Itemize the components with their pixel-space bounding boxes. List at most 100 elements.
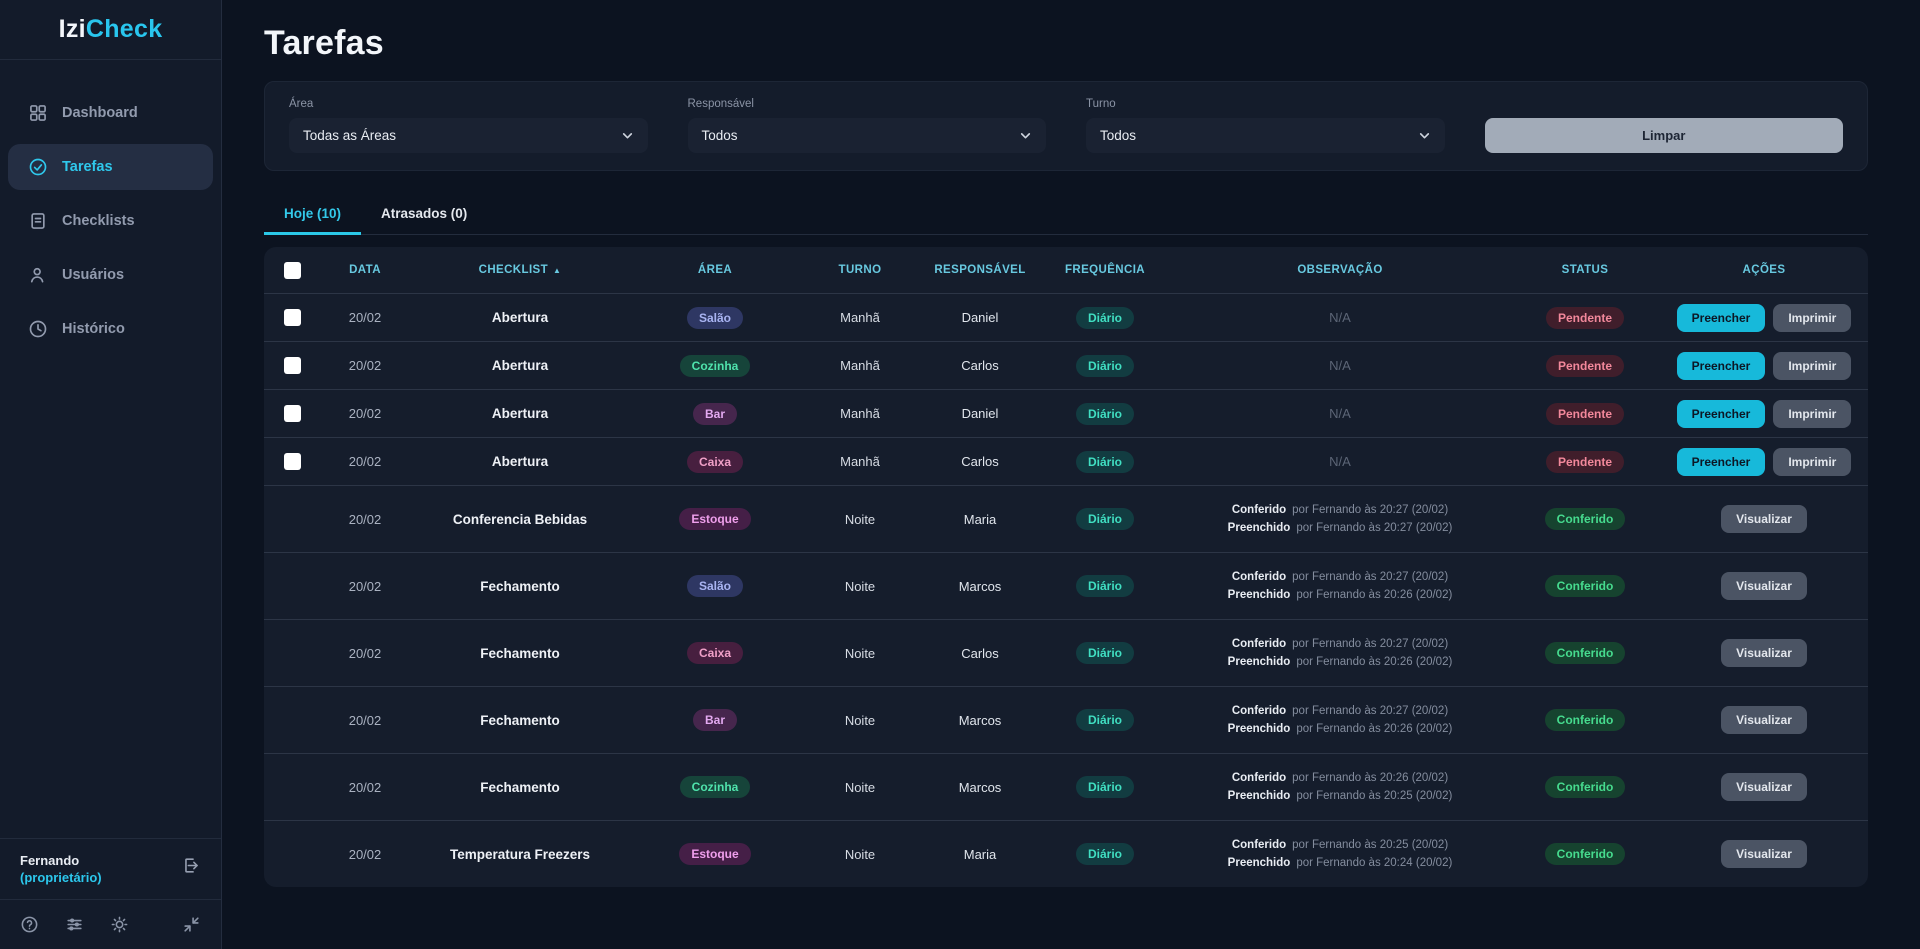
row-date: 20/02 xyxy=(348,511,382,527)
logout-icon[interactable] xyxy=(182,856,201,880)
theme-icon[interactable] xyxy=(110,915,129,934)
row-area-cell: Estoque xyxy=(630,508,800,530)
row-checkbox[interactable] xyxy=(283,405,301,422)
row-checklist-name: Fechamento xyxy=(480,779,560,795)
observation-label: Conferido xyxy=(1231,838,1287,851)
row-checkbox-cell xyxy=(264,357,320,374)
header-checkbox-cell xyxy=(264,261,320,279)
filters-panel: Área Todas as Áreas Responsável Todos Tu… xyxy=(264,81,1868,171)
row-responsible: Marcos xyxy=(958,578,1002,594)
row-actions: Preencher Imprimir xyxy=(1660,303,1868,332)
observation-label: Conferido xyxy=(1231,771,1287,784)
column-header-responsvel[interactable]: RESPONSÁVEL xyxy=(920,264,1040,276)
imprimir-button[interactable]: Imprimir xyxy=(1773,447,1852,476)
app-logo: Izi Check xyxy=(0,0,221,60)
collapse-icon[interactable] xyxy=(182,915,201,934)
row-frequency-cell: Diário xyxy=(1040,642,1170,664)
observation-label: Conferido xyxy=(1231,704,1287,717)
row-actions: Preencher Imprimir xyxy=(1660,351,1868,380)
status-badge: Conferido xyxy=(1544,843,1626,865)
observation-text: por Fernando às 20:27 (20/02) xyxy=(1292,704,1449,717)
row-checkbox-cell xyxy=(264,309,320,326)
sidebar-item-checklists[interactable]: Checklists xyxy=(8,198,213,244)
row-frequency-cell: Diário xyxy=(1040,450,1170,473)
observation-text: por Fernando às 20:25 (20/02) xyxy=(1296,790,1453,802)
tab-atrasados[interactable]: Atrasados (0) xyxy=(381,206,468,221)
frequency-badge: Diário xyxy=(1075,843,1134,865)
select-all-checkbox[interactable] xyxy=(283,261,301,279)
area-badge: Salão xyxy=(686,575,743,597)
row-shift: Manhã xyxy=(840,358,880,373)
row-checkbox[interactable] xyxy=(283,453,301,470)
frequency-badge: Diário xyxy=(1075,306,1134,329)
preencher-button[interactable]: Preencher xyxy=(1676,351,1766,380)
imprimir-button[interactable]: Imprimir xyxy=(1773,303,1852,332)
sidebar-item-tarefas[interactable]: Tarefas xyxy=(8,144,213,190)
row-checkbox[interactable] xyxy=(283,357,301,374)
row-date: 20/02 xyxy=(348,358,382,373)
area-badge: Estoque xyxy=(679,508,751,530)
sidebar-item-histrico[interactable]: Histórico xyxy=(8,306,213,352)
column-header-data[interactable]: DATA xyxy=(320,264,410,276)
area-select[interactable]: Todas as Áreas xyxy=(289,118,648,153)
row-shift: Noite xyxy=(844,779,876,795)
observation-label: Preenchido xyxy=(1227,522,1291,534)
row-responsible: Marcos xyxy=(958,779,1002,795)
column-header-aes[interactable]: AÇÕES xyxy=(1660,264,1868,276)
row-frequency-cell: Diário xyxy=(1040,508,1170,530)
preencher-button[interactable]: Preencher xyxy=(1676,303,1766,332)
row-checklist-name: Abertura xyxy=(491,454,549,469)
column-header-label: RESPONSÁVEL xyxy=(934,264,1026,276)
sidebar-item-label: Checklists xyxy=(62,213,135,229)
row-status-cell: Conferido xyxy=(1510,642,1660,664)
checklist-icon xyxy=(28,211,48,231)
visualizar-button[interactable]: Visualizar xyxy=(1721,706,1807,734)
column-header-checklist[interactable]: CHECKLIST ▲ xyxy=(410,264,630,276)
row-frequency-cell: Diário xyxy=(1040,402,1170,425)
filters-icon[interactable] xyxy=(65,915,84,934)
row-area-cell: Cozinha xyxy=(630,776,800,798)
preencher-button[interactable]: Preencher xyxy=(1676,447,1766,476)
sidebar-footer: Fernando (proprietário) xyxy=(0,837,221,949)
main-content: Tarefas Área Todas as Áreas Responsável … xyxy=(222,0,1920,887)
column-header-turno[interactable]: TURNO xyxy=(800,264,920,276)
row-shift: Manhã xyxy=(840,310,880,325)
status-badge: Conferido xyxy=(1544,776,1626,798)
sidebar-item-dashboard[interactable]: Dashboard xyxy=(8,90,213,136)
column-header-frequncia[interactable]: FREQUÊNCIA xyxy=(1040,264,1170,276)
row-frequency-cell: Diário xyxy=(1040,306,1170,329)
frequency-badge: Diário xyxy=(1075,709,1134,731)
area-badge: Bar xyxy=(692,402,737,425)
preencher-button[interactable]: Preencher xyxy=(1676,399,1766,428)
table-body: 20/02 Abertura Salão Manhã Daniel Diário N/A Pe… xyxy=(264,293,1868,887)
sidebar: Izi Check Dashboard Tarefas Checklists Usuár… xyxy=(0,0,222,949)
visualizar-button[interactable]: Visualizar xyxy=(1721,840,1807,868)
row-checkbox[interactable] xyxy=(283,309,301,326)
visualizar-button[interactable]: Visualizar xyxy=(1721,505,1807,533)
imprimir-button[interactable]: Imprimir xyxy=(1773,399,1852,428)
visualizar-button[interactable]: Visualizar xyxy=(1721,639,1807,667)
status-badge: Pendente xyxy=(1545,450,1624,473)
help-icon[interactable] xyxy=(20,915,39,934)
sidebar-item-label: Tarefas xyxy=(62,159,113,175)
row-observation: Conferido por Fernando às 20:26 (20/02) Pr… xyxy=(1170,769,1510,806)
column-header-observao[interactable]: OBSERVAÇÃO xyxy=(1170,264,1510,276)
column-header-label: AÇÕES xyxy=(1742,264,1786,276)
row-shift: Noite xyxy=(844,712,876,728)
table-row: 20/02 Abertura Cozinha Manhã Carlos Diário N/A… xyxy=(264,341,1868,389)
visualizar-button[interactable]: Visualizar xyxy=(1721,572,1807,600)
row-date: 20/02 xyxy=(348,578,382,594)
responsavel-select[interactable]: Todos xyxy=(687,118,1046,153)
turno-select[interactable]: Todos xyxy=(1086,118,1445,153)
imprimir-button[interactable]: Imprimir xyxy=(1773,351,1852,380)
row-status-cell: Conferido xyxy=(1510,776,1660,798)
tasks-table: DATA CHECKLIST ▲ ÁREA TURNO RESPONSÁVEL FREQUÊ… xyxy=(264,247,1868,887)
users-icon xyxy=(28,265,48,285)
tab-hoje[interactable]: Hoje (10) xyxy=(264,197,362,235)
column-header-rea[interactable]: ÁREA xyxy=(630,264,800,276)
sidebar-item-usurios[interactable]: Usuários xyxy=(8,252,213,298)
visualizar-button[interactable]: Visualizar xyxy=(1721,773,1807,801)
column-header-status[interactable]: STATUS xyxy=(1510,264,1660,276)
row-observation: Conferido por Fernando às 20:27 (20/02) Pr… xyxy=(1170,568,1510,605)
clear-filters-button[interactable]: Limpar xyxy=(1484,118,1843,153)
